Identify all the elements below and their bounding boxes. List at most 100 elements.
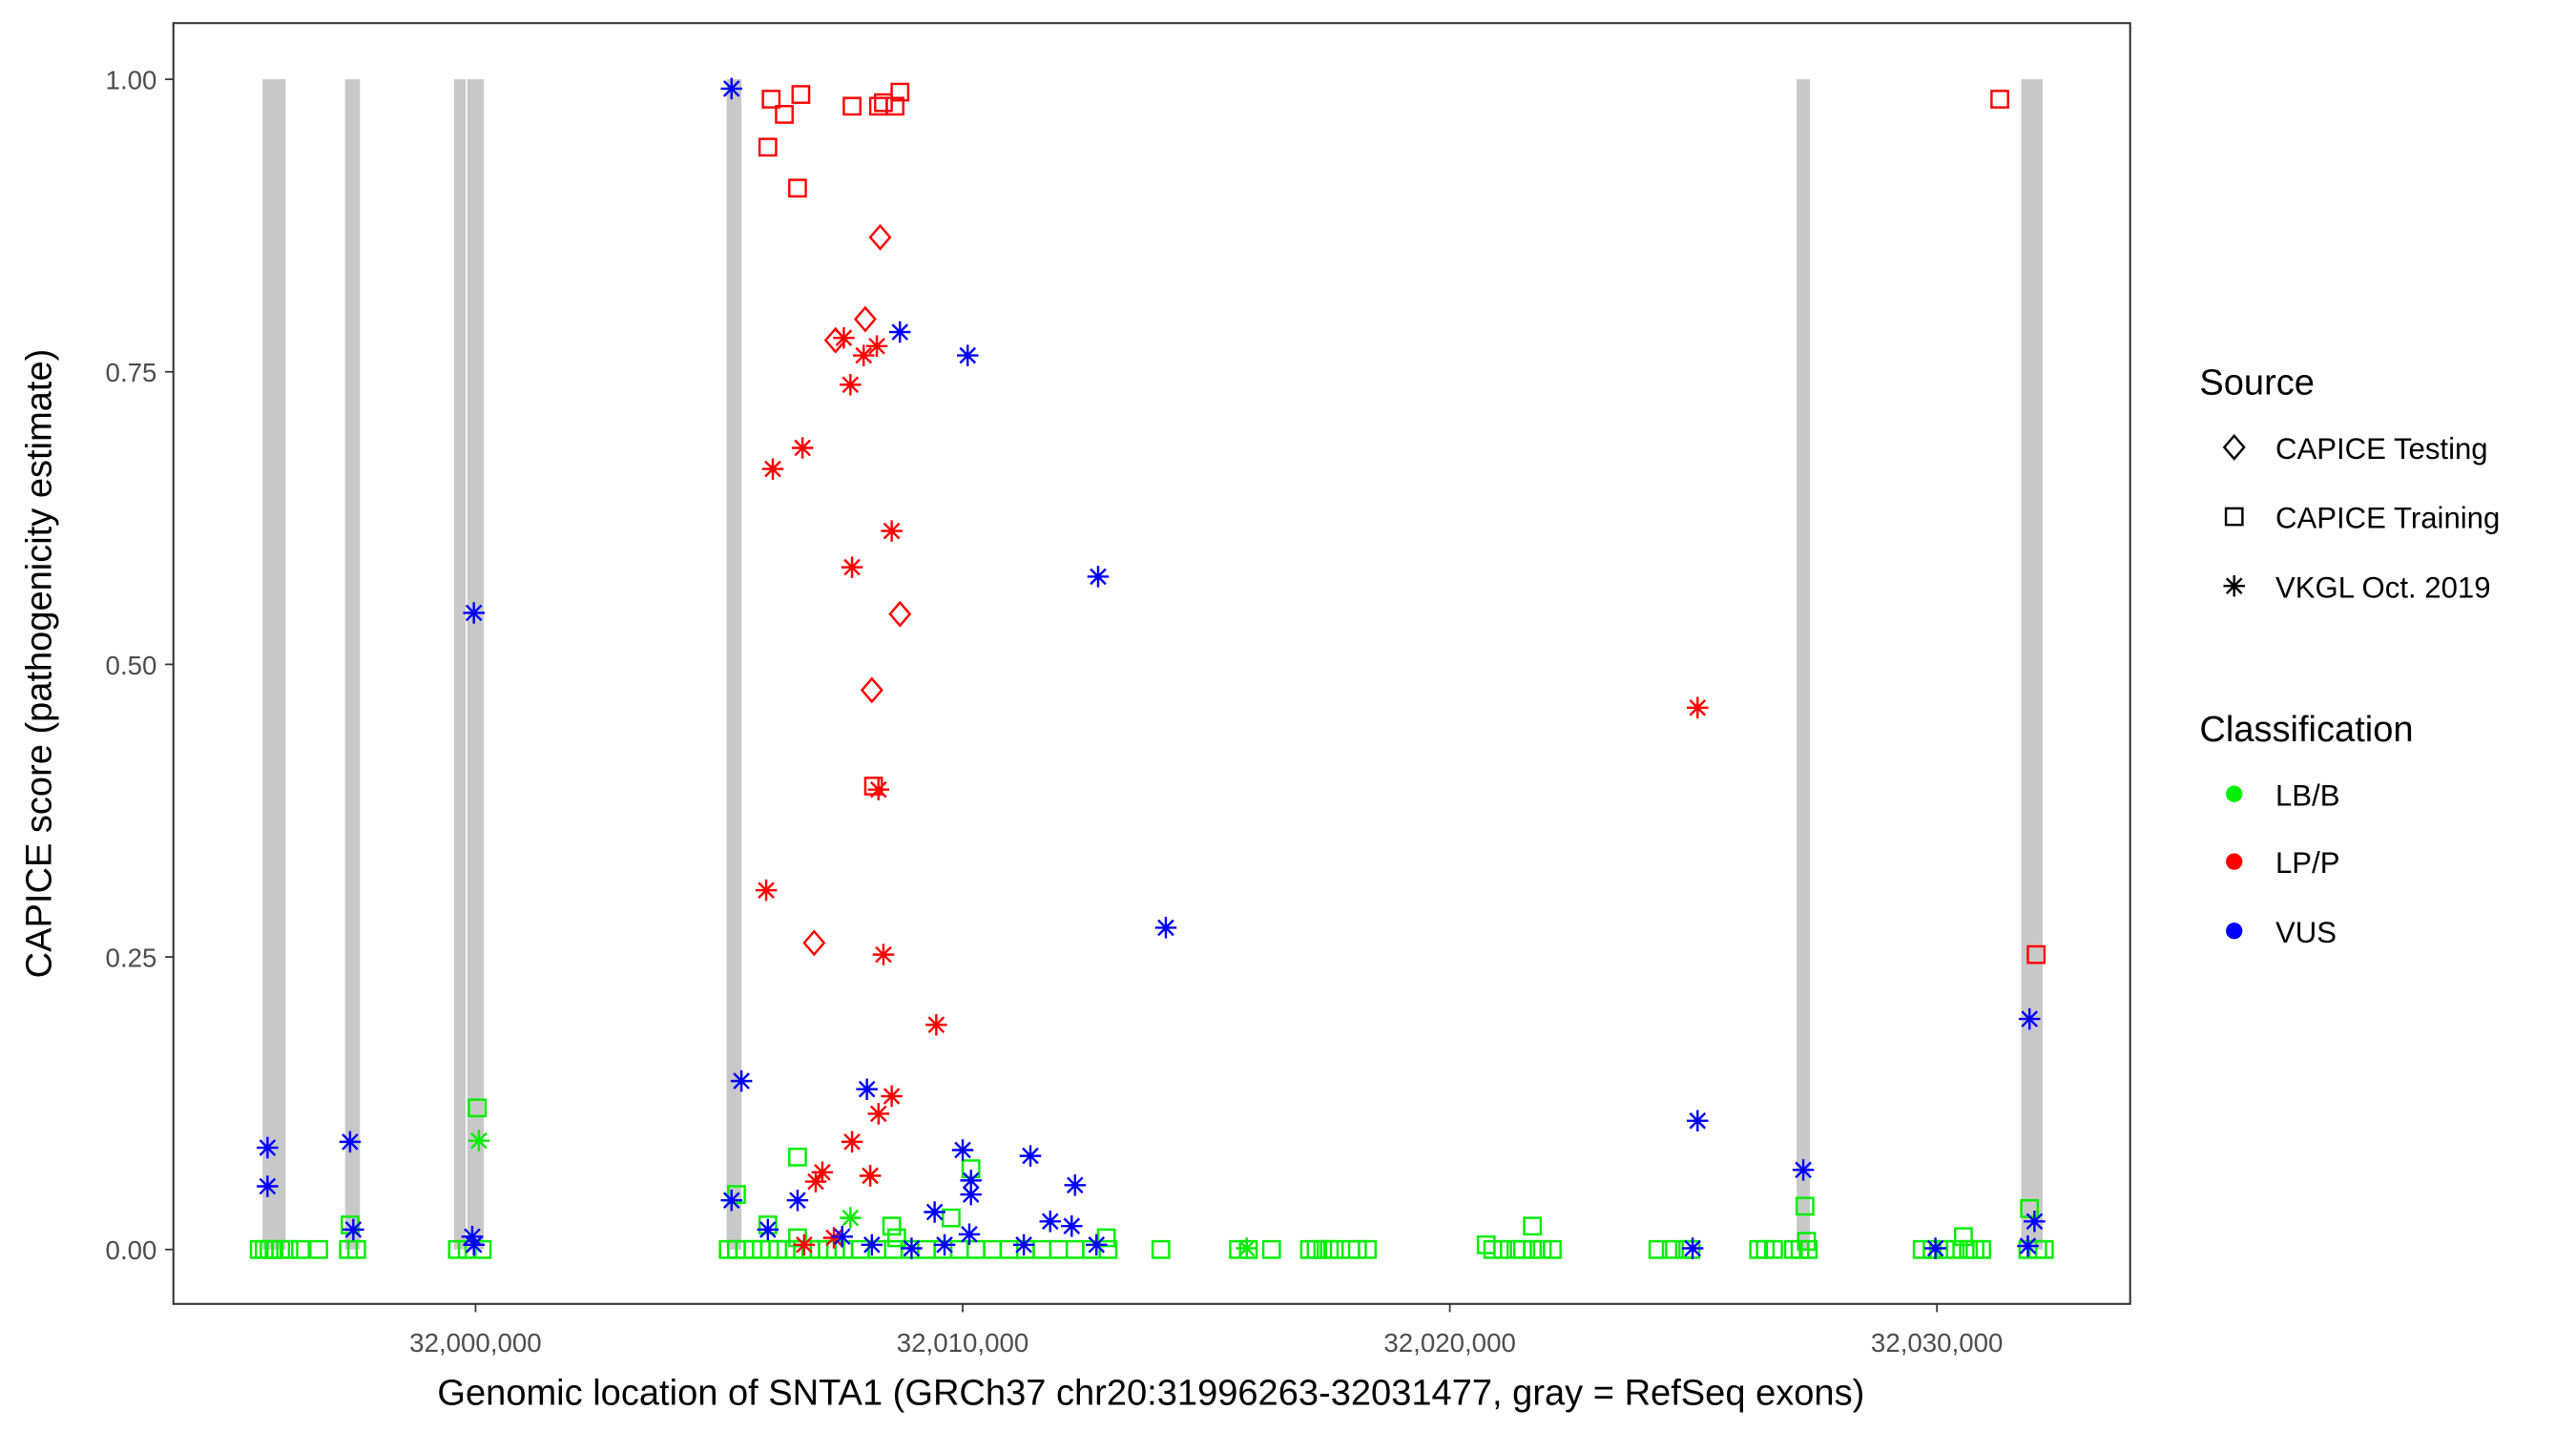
point-vkgl-vus xyxy=(1087,566,1110,588)
y-tick-label: 0.25 xyxy=(106,943,157,972)
asterisk-marker xyxy=(925,1013,947,1036)
point-vkgl-vus xyxy=(1687,1110,1709,1132)
asterisk-marker xyxy=(463,1234,485,1256)
y-axis-title: CAPICE score (pathogenicity estimate) xyxy=(20,349,60,979)
legend-class-vus: VUS xyxy=(2275,916,2337,949)
exon-bar xyxy=(1797,79,1810,1250)
square-marker xyxy=(758,137,778,157)
point-vkgl-vus xyxy=(720,77,743,100)
asterisk-marker xyxy=(720,77,743,100)
asterisk-marker xyxy=(720,1189,743,1212)
asterisk-marker xyxy=(833,326,855,349)
asterisk-marker xyxy=(881,520,903,542)
point-vkgl-lbb xyxy=(840,1207,862,1229)
x-tick-label: 32,020,000 xyxy=(1383,1328,1516,1358)
point-training-lbb xyxy=(1347,1239,1367,1259)
square-marker xyxy=(1523,1216,1543,1236)
point-testing-lpp xyxy=(868,223,892,251)
point-vkgl-vus xyxy=(2024,1211,2046,1233)
asterisk-marker xyxy=(1087,566,1110,588)
legend-source-vkgl: VKGL Oct. 2019 xyxy=(2275,570,2491,604)
square-marker xyxy=(1523,1239,1543,1259)
asterisk-marker xyxy=(467,1130,490,1151)
legend-key-vkgl-icon xyxy=(2223,574,2245,597)
point-training-lpp xyxy=(842,96,862,116)
asterisk-marker xyxy=(1154,917,1177,939)
point-vkgl-vus xyxy=(956,344,979,366)
point-training-lbb xyxy=(983,1239,1003,1259)
point-training-lbb xyxy=(346,1239,366,1259)
square-marker xyxy=(1661,1239,1681,1259)
square-marker xyxy=(1358,1239,1377,1259)
point-vkgl-lpp xyxy=(841,556,863,578)
square-marker xyxy=(1151,1239,1171,1259)
point-vkgl-lpp xyxy=(867,778,890,800)
point-vkgl-lpp xyxy=(822,1227,845,1249)
asterisk-marker xyxy=(822,1227,845,1249)
asterisk-marker xyxy=(463,602,485,624)
asterisk-marker xyxy=(339,1130,362,1153)
square-marker xyxy=(2034,1239,2054,1259)
point-training-lbb xyxy=(886,1228,906,1248)
asterisk-marker xyxy=(757,1218,779,1241)
exon-bar xyxy=(726,79,742,1250)
asterisk-marker xyxy=(1019,1145,1042,1167)
square-marker xyxy=(874,93,893,113)
point-vkgl-vus xyxy=(1085,1234,1108,1256)
point-testing-lpp xyxy=(888,600,912,628)
point-training-lbb xyxy=(1912,1239,1932,1259)
point-training-lbb xyxy=(727,1185,746,1204)
point-vkgl-vus xyxy=(1012,1234,1035,1256)
square-marker xyxy=(942,1208,961,1228)
point-vkgl-vus xyxy=(1924,1237,1946,1259)
square-marker xyxy=(1238,1239,1258,1259)
point-training-lbb xyxy=(1764,1239,1783,1259)
x-tick-label: 32,010,000 xyxy=(897,1328,1029,1358)
point-vkgl-lpp xyxy=(811,1161,834,1184)
point-vkgl-vus xyxy=(933,1234,956,1256)
y-tick-label: 0.75 xyxy=(106,358,157,387)
square-marker xyxy=(1922,1239,1942,1259)
square-marker xyxy=(309,1239,328,1259)
point-training-lbb xyxy=(1476,1234,1496,1255)
asterisk-marker xyxy=(958,1223,981,1246)
point-vkgl-vus xyxy=(730,1069,753,1092)
square-marker xyxy=(890,82,910,102)
legend-class-lpp: LP/P xyxy=(2275,846,2339,880)
square-marker xyxy=(1912,1239,1932,1259)
point-vkgl-vus xyxy=(463,1234,485,1256)
point-training-lbb xyxy=(1032,1239,1052,1259)
x-axis-title: Genomic location of SNTA1 (GRCh37 chr20:… xyxy=(437,1373,1864,1413)
legend-key-testing-icon xyxy=(2222,433,2246,461)
square-marker xyxy=(1795,1196,1815,1216)
point-vkgl-vus xyxy=(1792,1159,1815,1181)
square-marker xyxy=(346,1239,366,1259)
square-marker xyxy=(2224,507,2244,527)
asterisk-marker xyxy=(865,335,888,358)
point-training-lbb xyxy=(1965,1239,1984,1259)
asterisk-marker xyxy=(872,944,895,965)
point-training-lbb xyxy=(1661,1239,1681,1259)
square-marker xyxy=(1512,1239,1532,1259)
point-training-lbb xyxy=(788,1147,807,1167)
asterisk-marker xyxy=(859,1165,882,1187)
legend-source-title: Source xyxy=(2199,363,2315,404)
asterisk-marker xyxy=(257,1175,279,1197)
square-marker xyxy=(1990,90,2009,109)
point-vkgl-vus xyxy=(720,1189,743,1212)
square-marker xyxy=(775,105,794,124)
y-axis-ticks: 0.00 0.25 0.50 0.75 1.00 xyxy=(106,65,174,1265)
diamond-marker xyxy=(888,600,912,628)
asterisk-marker xyxy=(804,1171,827,1192)
point-vkgl-vus xyxy=(1064,1174,1087,1196)
point-vkgl-lpp xyxy=(791,437,814,459)
point-training-lbb xyxy=(1954,1227,1973,1247)
point-training-lpp xyxy=(761,90,781,109)
point-training-lbb xyxy=(1972,1239,1991,1259)
point-vkgl-vus xyxy=(1019,1145,1042,1167)
point-training-lpp xyxy=(1990,90,2009,109)
point-training-lpp xyxy=(758,137,778,157)
square-marker xyxy=(1648,1239,1668,1259)
exon-bar xyxy=(453,79,467,1250)
